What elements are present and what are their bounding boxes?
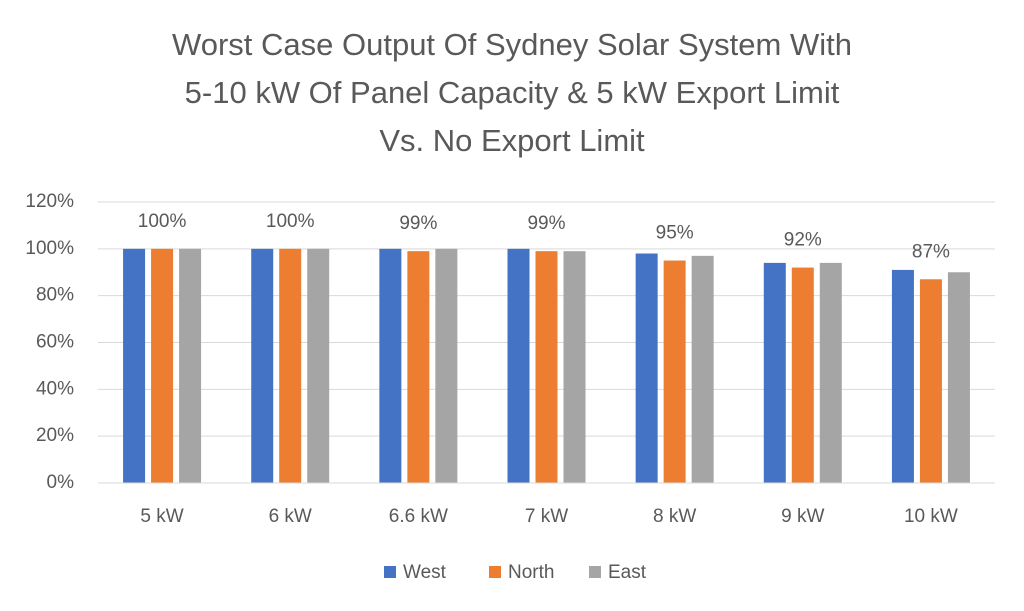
y-tick-label: 40%: [36, 378, 74, 399]
chart-title: Worst Case Output Of Sydney Solar System…: [172, 27, 852, 62]
bar: [663, 260, 686, 483]
bar: [563, 251, 586, 483]
bar: [379, 248, 402, 483]
bar: [407, 251, 430, 483]
legend-swatch: [589, 566, 601, 578]
x-tick-label: 8 kW: [653, 506, 696, 527]
data-label: 92%: [784, 230, 822, 251]
legend-swatch: [489, 566, 501, 578]
x-tick-label: 9 kW: [781, 506, 824, 527]
bar: [507, 248, 530, 483]
data-label: 100%: [266, 211, 315, 232]
y-tick-label: 20%: [36, 425, 74, 446]
bar: [435, 248, 458, 483]
data-label: 87%: [912, 241, 950, 262]
bar: [891, 269, 914, 483]
data-label: 99%: [527, 213, 565, 234]
chart-title: Vs. No Export Limit: [379, 123, 645, 158]
data-label: 95%: [656, 223, 694, 244]
bar: [791, 267, 814, 483]
x-tick-label: 10 kW: [904, 506, 958, 527]
data-label: 99%: [399, 213, 437, 234]
bar: [251, 248, 274, 483]
data-label: 100%: [138, 211, 187, 232]
bar: [819, 262, 842, 483]
bar: [763, 262, 786, 483]
y-tick-label: 80%: [36, 285, 74, 306]
y-tick-label: 0%: [47, 472, 75, 493]
bar: [151, 248, 174, 483]
chart-title: 5-10 kW Of Panel Capacity & 5 kW Export …: [185, 75, 840, 110]
y-tick-label: 120%: [25, 191, 74, 212]
bar: [179, 248, 202, 483]
legend-label: West: [403, 562, 447, 583]
bar: [307, 248, 330, 483]
y-tick-label: 60%: [36, 332, 74, 353]
bar: [123, 248, 146, 483]
bar: [947, 272, 970, 483]
bar: [279, 248, 302, 483]
x-tick-label: 6.6 kW: [389, 506, 448, 527]
legend-label: North: [508, 562, 554, 583]
bar: [535, 251, 558, 483]
bar: [919, 279, 942, 483]
x-tick-label: 6 kW: [269, 506, 312, 527]
bar: [635, 253, 658, 483]
y-tick-label: 100%: [25, 238, 74, 259]
x-tick-label: 5 kW: [140, 506, 183, 527]
legend-label: East: [608, 562, 647, 583]
legend-swatch: [384, 566, 396, 578]
bar: [691, 255, 714, 483]
x-tick-label: 7 kW: [525, 506, 568, 527]
